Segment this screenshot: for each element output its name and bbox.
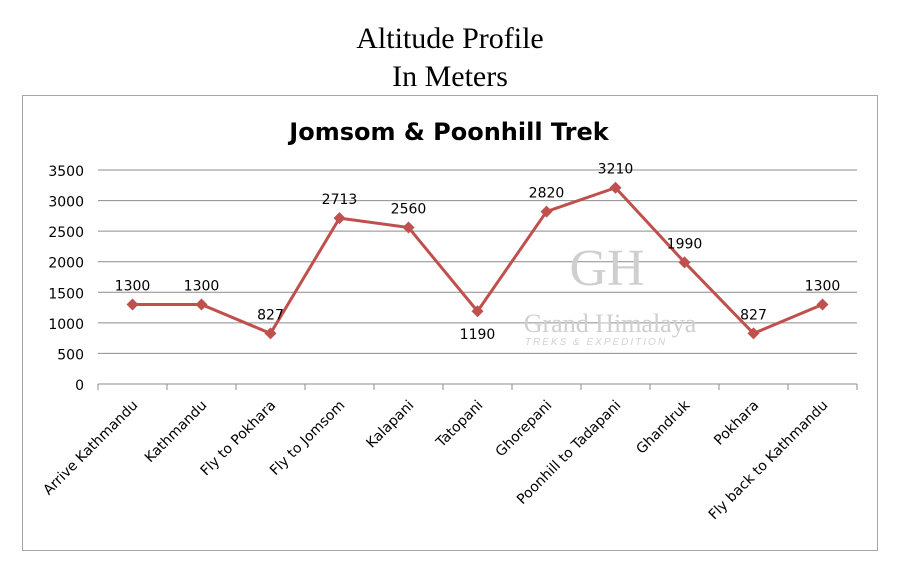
data-point-marker xyxy=(816,298,829,311)
y-tick-label: 2500 xyxy=(48,225,84,241)
chart-title: Jomsom & Poonhill Trek xyxy=(287,118,609,146)
x-tick-label: Tatopani xyxy=(433,398,487,452)
data-label: 1190 xyxy=(460,327,496,343)
watermark-logo: GH Grand Himalaya TREKS & EXPEDITION xyxy=(524,240,697,348)
data-label: 1300 xyxy=(115,279,151,295)
page-subtitle: In Meters xyxy=(392,60,508,93)
data-label: 1300 xyxy=(805,279,841,295)
data-labels: 1300 1300 827 2713 2560 1190 2820 3210 1990 827 13… xyxy=(115,162,841,344)
data-point-marker xyxy=(333,212,346,225)
data-point-marker xyxy=(264,327,277,340)
data-label: 1990 xyxy=(667,236,703,252)
data-point-marker xyxy=(471,305,484,318)
data-label: 2820 xyxy=(529,186,565,202)
data-label: 2560 xyxy=(391,201,427,217)
y-tick-label: 500 xyxy=(57,347,84,363)
x-tick-label: Fly to Jomsom xyxy=(267,398,348,479)
series-markers xyxy=(126,181,829,340)
data-point-marker xyxy=(126,298,139,311)
data-point-marker xyxy=(747,327,760,340)
data-label: 827 xyxy=(740,307,767,323)
x-axis xyxy=(97,383,858,390)
data-point-marker xyxy=(609,181,622,194)
x-tick-label: Pokhara xyxy=(711,398,762,449)
data-label: 1300 xyxy=(184,279,220,295)
x-tick-label: Arrive Kathmandu xyxy=(40,398,141,499)
gridlines xyxy=(98,169,857,354)
x-tick-label: Ghandruk xyxy=(633,397,694,458)
y-axis-ticks: 0 500 1000 1500 2000 2500 3000 3500 xyxy=(48,164,84,394)
x-tick-label: Kalapani xyxy=(363,398,417,452)
y-tick-label: 2000 xyxy=(48,256,84,272)
y-tick-label: 3500 xyxy=(48,164,84,180)
data-point-marker xyxy=(402,221,415,234)
data-label: 827 xyxy=(257,307,284,323)
x-tick-label: Kathmandu xyxy=(142,398,210,466)
y-tick-label: 1500 xyxy=(48,286,84,302)
data-point-marker xyxy=(540,205,553,218)
data-point-marker xyxy=(195,298,208,311)
data-label: 2713 xyxy=(322,192,358,208)
y-tick-label: 1000 xyxy=(48,317,84,333)
y-tick-label: 0 xyxy=(75,378,84,394)
y-tick-label: 3000 xyxy=(48,195,84,211)
watermark-name: Grand Himalaya xyxy=(524,309,697,338)
page-title: Altitude Profile xyxy=(356,22,544,55)
watermark-monogram: GH xyxy=(569,240,644,297)
data-point-marker xyxy=(678,256,691,269)
data-label: 3210 xyxy=(598,162,634,178)
x-tick-label: Ghorepani xyxy=(493,398,556,461)
watermark-tagline: TREKS & EXPEDITION xyxy=(525,337,667,348)
x-tick-label: Fly back to Kathmandu xyxy=(706,398,832,524)
